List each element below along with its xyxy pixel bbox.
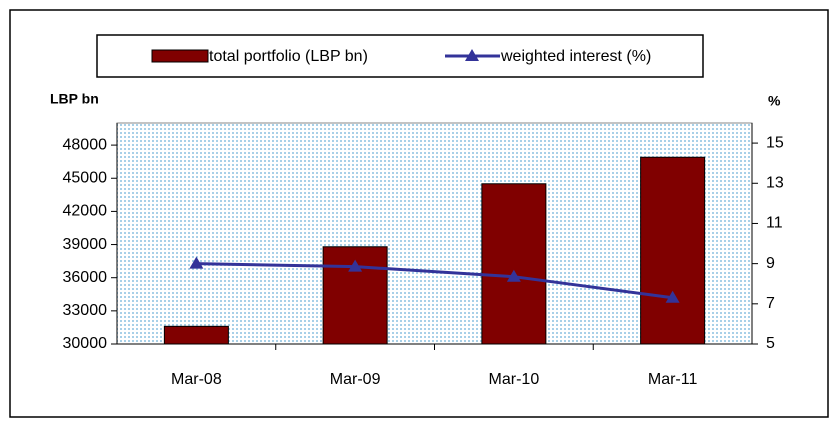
y-tick-label: 42000: [63, 203, 108, 220]
bar: [163, 325, 229, 345]
legend-marker: [465, 49, 479, 61]
y2-tick-label: 15: [766, 134, 784, 151]
y2-tick-label: 11: [766, 215, 783, 232]
y2-axis-label: %: [768, 93, 781, 109]
line-marker: [665, 290, 680, 303]
x-tick-label: Mar-08: [171, 371, 222, 388]
line: [196, 262, 673, 300]
y2-tick-label: 13: [766, 174, 784, 191]
line-marker: [506, 269, 521, 282]
bar: [481, 183, 547, 345]
line-marker: [189, 256, 204, 269]
y2-tick-label: 7: [766, 295, 775, 312]
line-marker: [348, 259, 363, 272]
y-tick-label: 36000: [63, 269, 108, 286]
x-tick-label: Mar-09: [330, 371, 381, 388]
y-tick-label: 39000: [63, 236, 108, 253]
y2-tick-label: 9: [766, 255, 775, 272]
y-axis-label: LBP bn: [50, 91, 99, 107]
legend-label: weighted interest (%): [500, 48, 651, 65]
bar: [640, 156, 706, 345]
legend-label: total portfolio (LBP bn): [209, 48, 368, 65]
y-tick-label: 48000: [63, 136, 108, 153]
x-tick-label: Mar-10: [489, 371, 540, 388]
y-tick-label: 45000: [63, 169, 108, 186]
x-tick-label: Mar-11: [648, 371, 698, 388]
y-tick-label: 30000: [63, 335, 108, 352]
y2-tick-label: 5: [766, 335, 775, 352]
legend-swatch: [151, 49, 209, 63]
y-tick-label: 33000: [63, 302, 108, 319]
